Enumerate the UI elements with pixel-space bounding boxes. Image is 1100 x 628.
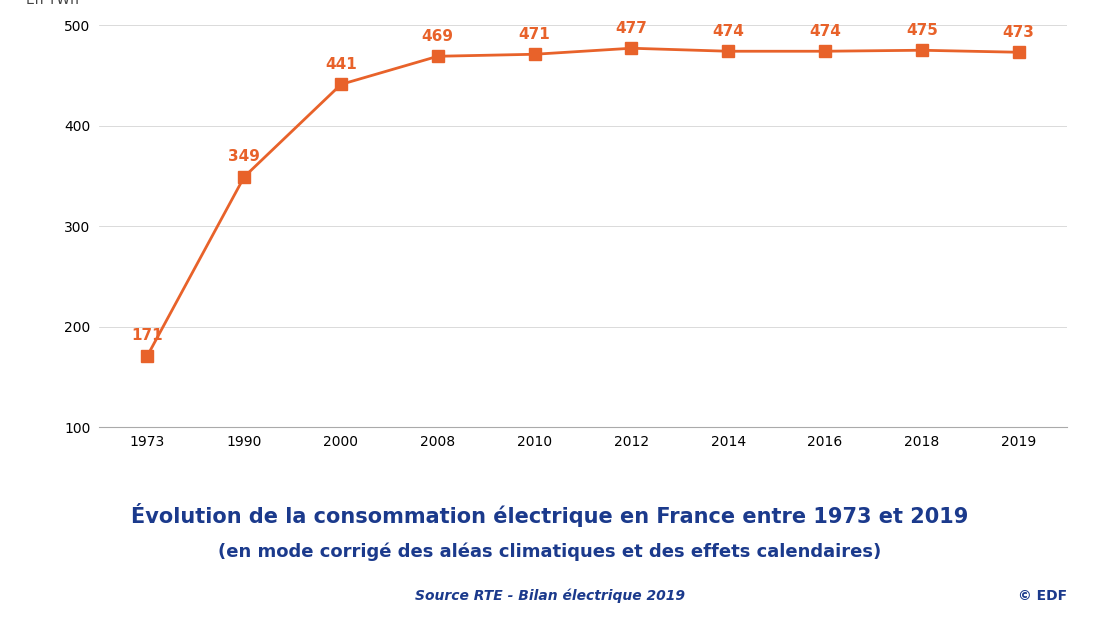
Text: 475: 475	[906, 23, 937, 38]
Text: 349: 349	[229, 149, 260, 165]
Text: 471: 471	[519, 27, 550, 41]
Text: Source RTE - Bilan électrique 2019: Source RTE - Bilan électrique 2019	[415, 589, 685, 604]
Text: En TWh: En TWh	[26, 0, 79, 7]
Text: Évolution de la consommation électrique en France entre 1973 et 2019: Évolution de la consommation électrique …	[131, 503, 969, 528]
Text: 474: 474	[713, 24, 744, 39]
Text: (en mode corrigé des aléas climatiques et des effets calendaires): (en mode corrigé des aléas climatiques e…	[219, 542, 881, 561]
Text: 171: 171	[132, 328, 163, 343]
Text: 441: 441	[326, 57, 356, 72]
Text: 473: 473	[1003, 24, 1034, 40]
Text: 477: 477	[616, 21, 647, 36]
Text: 469: 469	[421, 29, 454, 44]
Text: 474: 474	[810, 24, 840, 39]
Text: © EDF: © EDF	[1018, 589, 1067, 604]
